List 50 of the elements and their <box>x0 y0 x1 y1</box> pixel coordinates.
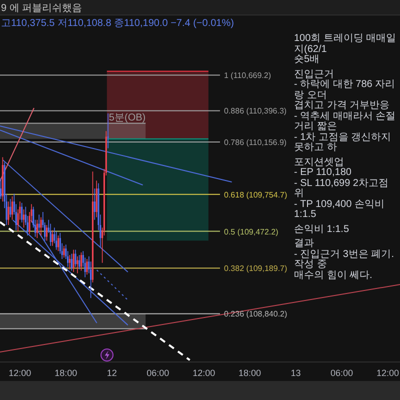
ref-line-label: 1 (110,669.2) <box>224 71 272 80</box>
candlestick <box>63 246 65 258</box>
candlestick <box>50 223 52 246</box>
candlestick <box>36 219 38 238</box>
candlestick <box>57 235 60 252</box>
candlestick <box>86 258 88 275</box>
ref-line-label: 0.886 (110,396.3) <box>224 106 287 116</box>
candlestick <box>72 249 74 272</box>
ref-line-label: 0.618 (109,754.7) <box>224 190 288 200</box>
annotation: 결과 - 진입근거 3번은 폐기. 작성 중 매수의 힘이 쎄다. <box>294 238 396 281</box>
annotation: 진입근거 - 하락에 대한 786 자리랑 오더 겹치고 가격 거부반응 - 역추세 매매라서 손절거리 짧은 - 1차 고점을 갱신하지 못하고 하 <box>294 68 397 154</box>
candlestick <box>46 224 48 242</box>
candlestick <box>78 254 80 270</box>
x-tick-label: 13 <box>290 368 301 378</box>
x-tick-label: 06:00 <box>146 368 170 378</box>
candlestick <box>22 208 25 228</box>
candlestick <box>76 256 78 274</box>
candlestick <box>107 113 109 149</box>
candlestick <box>80 252 82 272</box>
x-tick-label: 18:00 <box>238 368 262 378</box>
x-tick-label: 12 <box>106 368 117 378</box>
ref-line-label: 0.5 (109,472.2) <box>224 227 279 236</box>
candlestick <box>70 253 72 272</box>
candlestick <box>40 216 42 236</box>
series-label: 5분(OB) <box>108 112 146 124</box>
x-tick-label: 18:00 <box>54 368 78 378</box>
x-tick-label: 06:00 <box>330 368 354 378</box>
x-tick-label: 12:00 <box>8 368 32 378</box>
candlestick <box>96 180 98 218</box>
ref-line-label: 0.786 (110,156.9) <box>224 138 287 147</box>
ref-line-label: 0.236 (108,840.2) <box>224 310 288 319</box>
chart-title: 9 에 퍼블리쉬했음 <box>1 3 82 14</box>
x-tick-label: 12:00 <box>192 368 216 378</box>
candlestick <box>94 188 96 220</box>
candlestick <box>38 214 40 231</box>
chart-subtitle: 고110,375.5 저110,108.8 종110,190.0 −7.4 (−0.01%) <box>1 18 234 29</box>
annotation: 손익비 1:1.5 <box>294 224 350 235</box>
candlestick <box>56 231 58 250</box>
candlestick <box>52 230 54 246</box>
x-tick-label: 12:00 <box>376 368 400 378</box>
annotation: 100회 트레이딩 매매일지(62/1 숏5배 <box>294 33 398 66</box>
annotation: 포지션셋업 - EP 110,180 - SL 110,699 2차고점 위 - TP 109,400 손익비 1:1.5 <box>294 156 390 220</box>
candlestick <box>11 196 14 220</box>
candlestick <box>10 198 12 218</box>
ref-line-label: 0.382 (109,189.7) <box>224 264 288 274</box>
candlestick <box>68 254 71 270</box>
candlestick <box>0 178 2 200</box>
candlestick <box>21 202 23 223</box>
candlestick <box>8 201 10 226</box>
candlestick <box>74 249 76 268</box>
